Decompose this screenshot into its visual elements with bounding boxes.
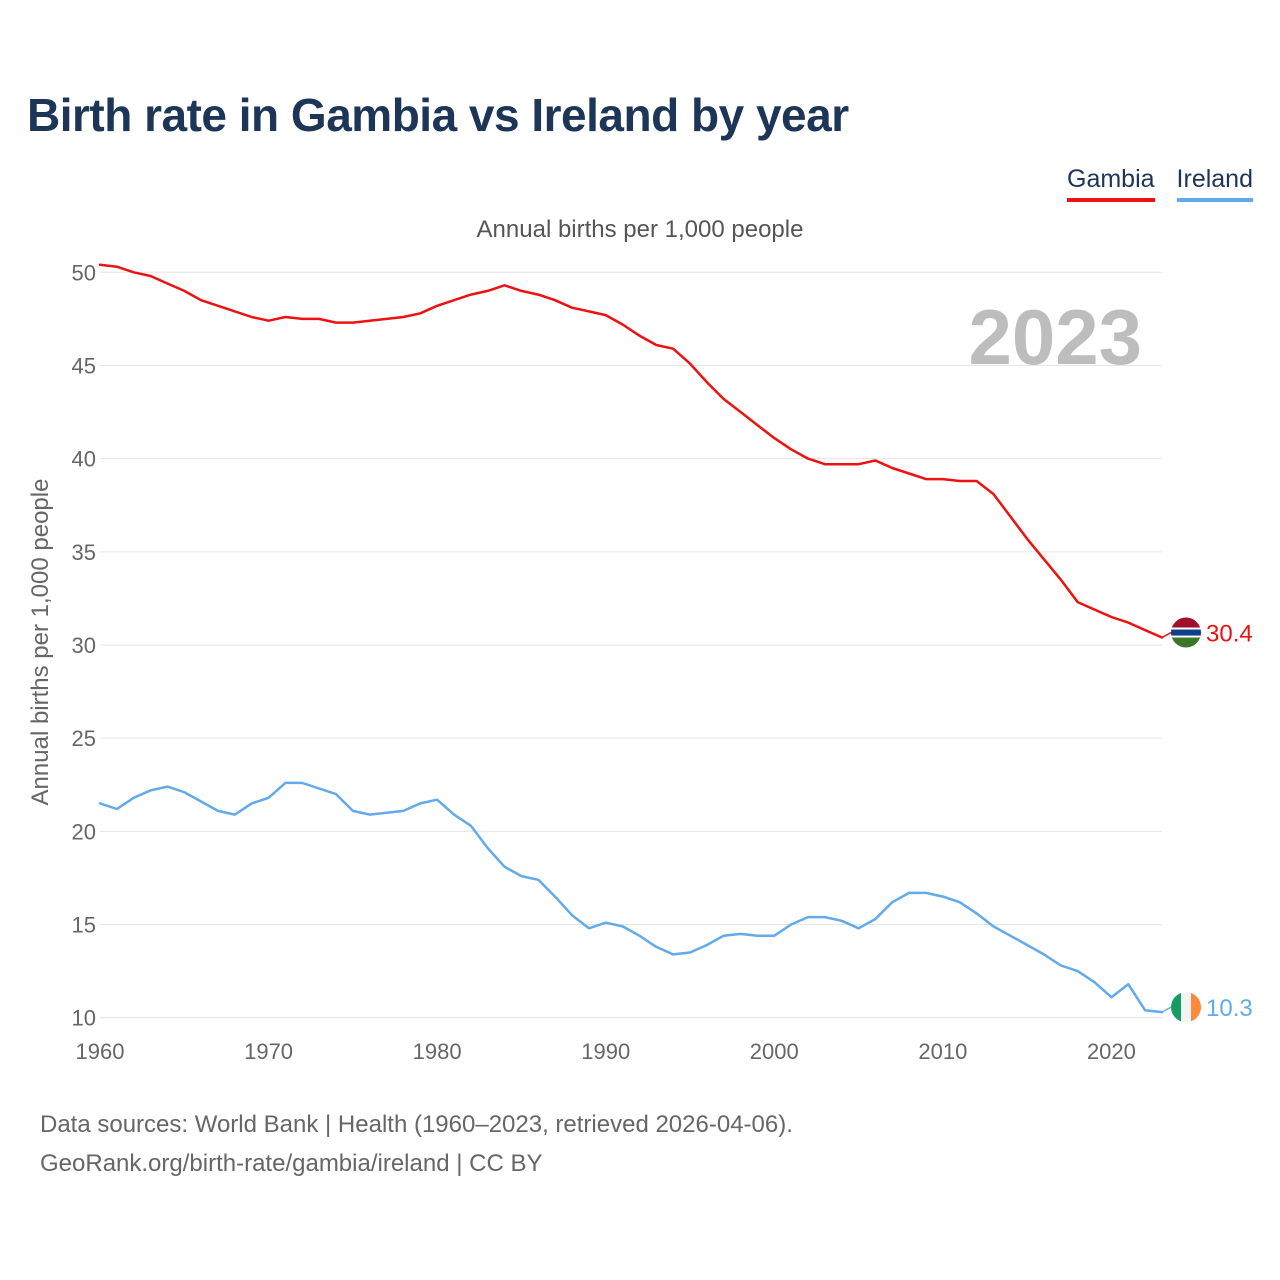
end-connector (1161, 1006, 1172, 1013)
year-overlay: 2023 (968, 293, 1142, 381)
end-labels: 30.4 10.3 (1206, 621, 1253, 1023)
footer: Data sources: World Bank | Health (1960–… (40, 1105, 793, 1183)
y-tick-label: 20 (72, 819, 96, 844)
footer-sources: Data sources: World Bank | Health (1960–… (40, 1111, 793, 1138)
series-lines (98, 263, 1164, 1014)
x-tick-label: 1990 (581, 1039, 630, 1064)
y-axis-label: Annual births per 1,000 people (27, 478, 54, 806)
legend: Gambia Ireland (1067, 165, 1253, 202)
end-value-label-ireland: 10.3 (1206, 995, 1253, 1022)
x-tick-label: 2010 (918, 1039, 967, 1064)
end-connector (1161, 631, 1172, 639)
end-value-label-gambia: 30.4 (1206, 621, 1253, 648)
page-title: Birth rate in Gambia vs Ireland by year (27, 89, 849, 141)
end-flags (1161, 617, 1201, 1023)
y-tick-label: 25 (72, 726, 96, 751)
y-tick-label: 10 (72, 1006, 96, 1031)
y-tick-label: 40 (72, 447, 96, 472)
y-tick-label: 50 (72, 260, 96, 285)
y-tick-label: 30 (72, 633, 96, 658)
x-tick-label: 2000 (750, 1039, 799, 1064)
footer-link[interactable]: GeoRank.org/birth-rate/gambia/ireland | … (40, 1150, 543, 1177)
y-tick-label: 15 (72, 913, 96, 938)
x-tick-label: 1970 (244, 1039, 293, 1064)
series-line-gambia[interactable] (98, 263, 1164, 639)
legend-item-ireland[interactable]: Ireland (1176, 165, 1253, 202)
y-tick-label: 45 (72, 353, 96, 378)
grid-lines (100, 271, 1162, 1019)
x-tick-label: 1980 (413, 1039, 462, 1064)
x-tick-label: 1960 (76, 1039, 125, 1064)
x-tick-label: 2020 (1087, 1039, 1136, 1064)
series-line-ireland[interactable] (98, 781, 1164, 1014)
y-tick-label: 35 (72, 540, 96, 565)
legend-item-gambia[interactable]: Gambia (1067, 165, 1155, 202)
ireland-flag-icon (1171, 992, 1201, 1023)
chart-subtitle: Annual births per 1,000 people (476, 216, 804, 243)
y-axis-ticks: 10 15 20 25 30 35 40 45 50 (72, 260, 96, 1030)
gambia-flag-icon (1171, 617, 1201, 648)
x-axis-ticks: 1960 1970 1980 1990 2000 2010 2020 (76, 1039, 1136, 1064)
